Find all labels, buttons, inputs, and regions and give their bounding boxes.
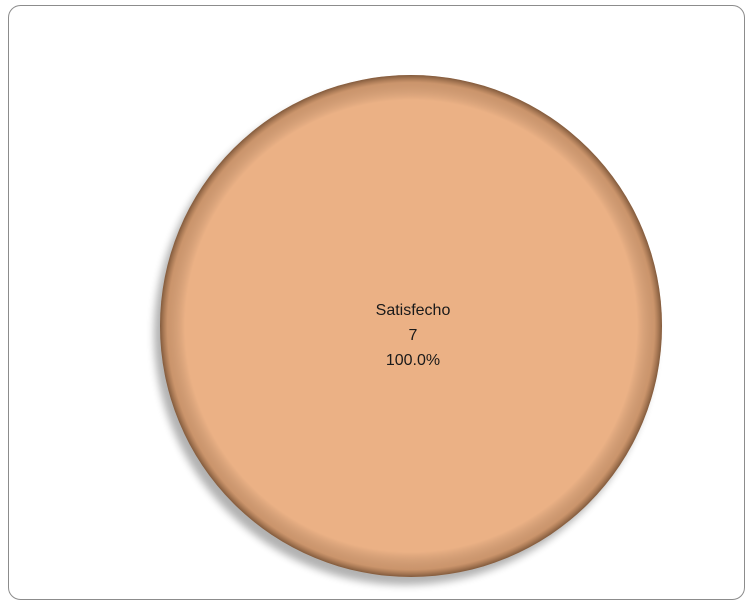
plot-area: Satisfecho 7 100.0% [154, 75, 662, 585]
slice-percent-label: 100.0% [386, 352, 440, 369]
slice-value-label: 7 [409, 327, 418, 344]
slice-category-label: Satisfecho [376, 302, 451, 319]
slice-shading [160, 75, 662, 577]
